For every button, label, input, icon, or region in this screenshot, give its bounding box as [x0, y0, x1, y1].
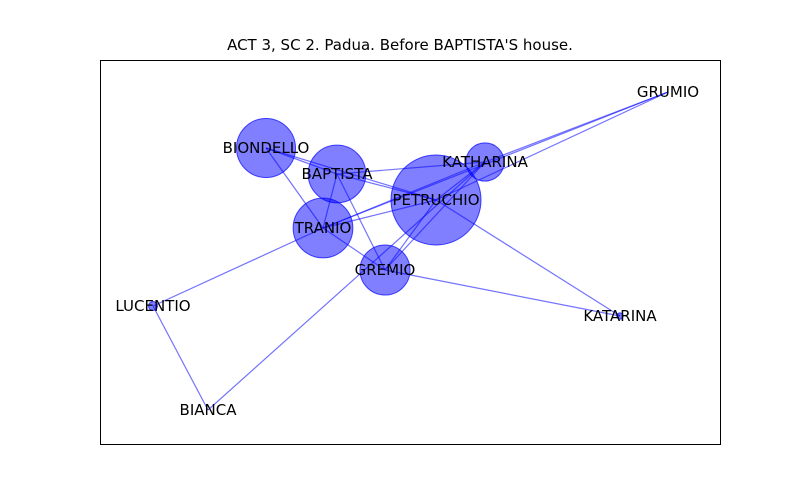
- edge-tranio-lucentio: [152, 227, 324, 307]
- labels-layer: PETRUCHIO BAPTISTA TRANIO BIONDELLO GREMIO KA…: [115, 83, 699, 419]
- plot-frame: [100, 60, 721, 445]
- edge-lucentio-bianca: [152, 305, 209, 411]
- node-label-baptista: BAPTISTA: [302, 165, 374, 183]
- node-petruchio[interactable]: [390, 154, 482, 246]
- node-label-biondello: BIONDELLO: [223, 139, 310, 157]
- node-biondello[interactable]: [235, 117, 297, 179]
- node-label-katharina: KATHARINA: [442, 153, 528, 171]
- edge-gremio-katarina: [384, 269, 621, 317]
- node-label-lucentio: LUCENTIO: [115, 297, 190, 315]
- node-label-katarina: KATARINA: [583, 307, 657, 325]
- node-katharina[interactable]: [465, 142, 505, 182]
- node-katarina[interactable]: [616, 312, 624, 320]
- node-label-bianca: BIANCA: [180, 401, 238, 419]
- node-label-petruchio: PETRUCHIO: [392, 191, 479, 209]
- node-label-grumio: GRUMIO: [637, 83, 699, 101]
- chart-title: ACT 3, SC 2. Padua. Before BAPTISTA'S ho…: [227, 36, 573, 54]
- node-lucentio[interactable]: [148, 301, 158, 311]
- node-label-gremio: GREMIO: [355, 261, 416, 279]
- nodes-layer: [148, 117, 624, 320]
- node-tranio[interactable]: [292, 197, 354, 259]
- node-gremio[interactable]: [359, 244, 411, 296]
- node-label-tranio: TRANIO: [294, 219, 352, 237]
